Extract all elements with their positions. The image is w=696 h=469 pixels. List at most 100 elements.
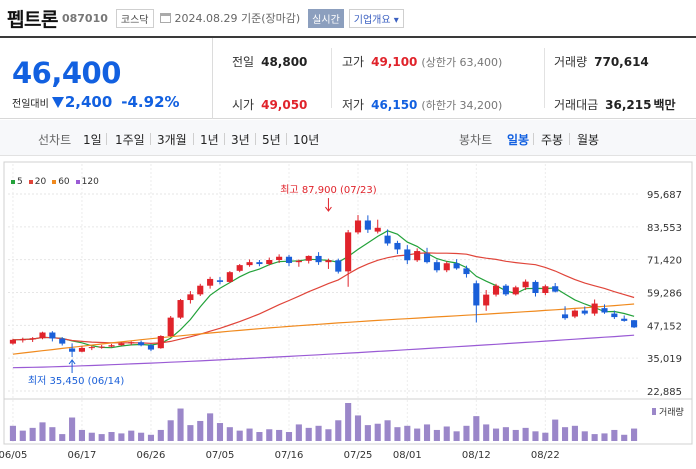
max-price-annotation: 최고 87,900 (07/23): [280, 184, 376, 196]
candle-body: [601, 308, 608, 313]
legend-swatch: [11, 180, 15, 184]
volume-bar: [69, 417, 76, 441]
candle-body: [325, 260, 332, 263]
tab-line-chart[interactable]: 선차트: [38, 133, 72, 147]
candle-body: [276, 256, 283, 260]
x-tick-label: 08/22: [531, 450, 560, 461]
candle-body: [285, 256, 293, 263]
candle-body: [502, 285, 509, 295]
candle-body: [621, 318, 628, 321]
volume-bar: [394, 427, 401, 441]
candle-body: [354, 220, 362, 233]
volume-bar: [414, 428, 421, 441]
volume-bar: [305, 427, 312, 441]
date-basis-text: 2024.08.29 기준(장마감): [174, 12, 301, 25]
volume-bar: [108, 432, 115, 441]
volume-bar: [167, 420, 174, 441]
candle-body: [177, 300, 184, 318]
candle-body: [108, 345, 115, 347]
candle-body: [335, 260, 342, 272]
legend-label: 120: [81, 177, 99, 187]
volume-bar: [404, 425, 411, 441]
volume-bar: [512, 429, 519, 441]
volume-bar: [118, 433, 125, 441]
volume-bar: [443, 426, 450, 441]
legend-label: 20: [34, 177, 47, 187]
tab-candle-monthly[interactable]: 월봉: [577, 133, 600, 147]
candle-body: [226, 272, 233, 282]
candle-body: [542, 286, 549, 294]
tab-period-5y[interactable]: 5년: [262, 133, 281, 147]
volume-pane-frame: [3, 398, 693, 445]
candle-body: [157, 336, 164, 349]
tab-candle-weekly[interactable]: 주봉: [541, 133, 564, 147]
legend-label: 60: [58, 177, 70, 187]
volume-bar: [236, 430, 243, 441]
tab-candle-daily[interactable]: 일봉: [507, 133, 530, 147]
current-price-panel: 46,400 전일대비 2,400 -4.92%: [0, 38, 213, 119]
company-overview-button[interactable]: 기업개요 ▾: [348, 8, 404, 28]
legend-item-ma20: 20: [28, 177, 47, 187]
y-tick-label: 22,885: [647, 387, 682, 398]
volume-bar: [207, 413, 214, 441]
x-tick-label: 08/01: [393, 450, 422, 461]
volume-label: 거래량: [554, 55, 588, 69]
candle-body: [29, 338, 36, 340]
volume-bar: [128, 430, 135, 441]
tab-period-10y[interactable]: 10년: [293, 133, 320, 147]
high-stat: 고가 49,100 (상한가 63,400): [342, 53, 502, 70]
volume-bar: [601, 433, 608, 441]
volume-bar: [591, 434, 598, 441]
amount-value: 36,215: [605, 98, 652, 112]
y-tick-label: 59,286: [647, 289, 682, 300]
candle-body: [59, 338, 66, 344]
tab-candle-chart[interactable]: 봉차트: [459, 133, 493, 147]
y-tick-label: 71,420: [647, 256, 682, 267]
volume-bar: [29, 427, 36, 441]
realtime-button[interactable]: 실시간: [308, 8, 344, 28]
calendar-icon: [159, 13, 171, 23]
volume-value: 770,614: [594, 55, 649, 69]
x-tick-label: 08/12: [462, 450, 491, 461]
legend-swatch: [28, 180, 33, 184]
tab-period-3y[interactable]: 3년: [231, 133, 250, 147]
candle-body: [236, 265, 243, 271]
volume-bar: [187, 425, 194, 441]
legend-swatch: [52, 180, 57, 184]
divider: [106, 133, 107, 145]
volume-bar: [433, 429, 440, 441]
candle-body: [315, 255, 322, 263]
volume-bar: [364, 425, 371, 441]
ma-line-120: [12, 334, 635, 369]
volume-bar: [473, 416, 480, 441]
candle-body: [207, 278, 214, 286]
change-label: 전일대비: [12, 98, 49, 110]
volume-bar: [571, 425, 578, 441]
volume-bar: [384, 420, 391, 441]
candle-body: [591, 303, 598, 314]
volume-bar: [177, 408, 184, 441]
candle-body: [39, 332, 46, 339]
volume-bar: [246, 428, 253, 441]
candle-body: [147, 345, 155, 350]
tab-period-3m[interactable]: 3개월: [157, 133, 187, 147]
price-stats: 전일 48,800 고가 49,100 (상한가 63,400) 거래량 770…: [213, 38, 696, 119]
candle-body: [88, 347, 95, 349]
candle-body: [98, 346, 105, 348]
divider: [193, 133, 194, 145]
volume-bar: [611, 429, 618, 441]
tab-period-1y[interactable]: 1년: [200, 133, 219, 147]
candle-body: [246, 262, 253, 266]
candle-body: [571, 310, 578, 317]
tab-period-1w[interactable]: 1주일: [115, 133, 145, 147]
company-overview-label: 기업개요: [353, 14, 391, 26]
candle-body: [611, 313, 618, 318]
min-price-annotation: 최저 35,450 (06/14): [28, 375, 124, 387]
chevron-down-icon: ▾: [393, 14, 399, 26]
low-value: 46,150: [371, 98, 418, 112]
tab-period-1d[interactable]: 1일: [83, 133, 102, 147]
legend-swatch: [75, 180, 80, 184]
candle-body: [266, 259, 273, 265]
volume-bar: [581, 431, 588, 441]
volume-bar: [502, 427, 509, 441]
